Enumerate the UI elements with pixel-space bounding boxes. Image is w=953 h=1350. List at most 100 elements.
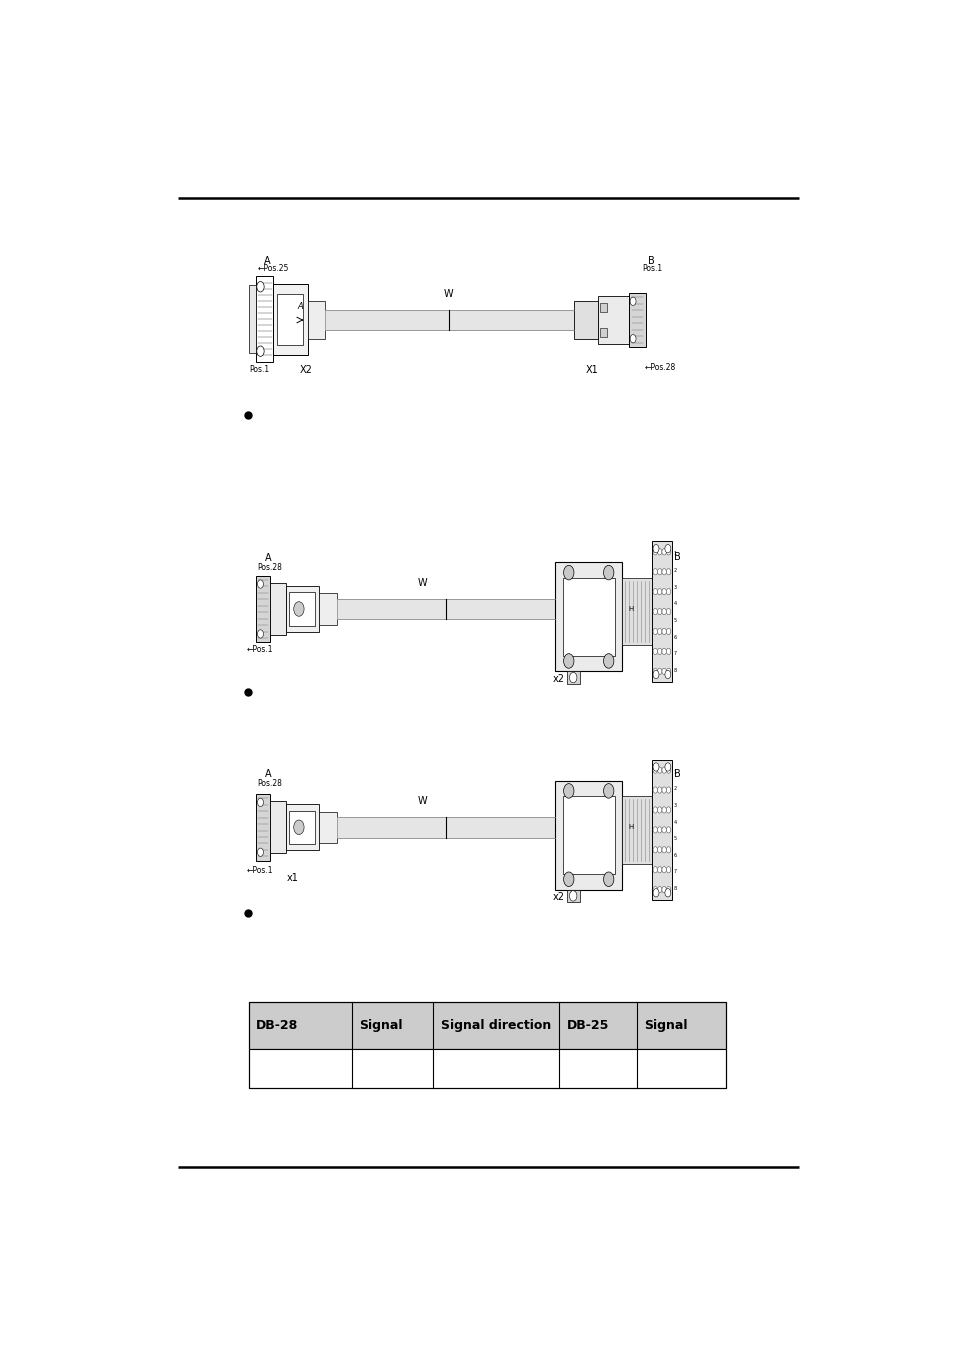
Text: 5: 5 [673, 836, 677, 841]
Bar [255, 794, 270, 860]
Bar [249, 285, 255, 354]
Circle shape [661, 767, 665, 774]
Text: W: W [417, 578, 427, 589]
Text: 4: 4 [673, 601, 677, 606]
Bar [651, 760, 672, 900]
Circle shape [257, 848, 263, 856]
Text: x1: x1 [287, 873, 298, 883]
Circle shape [653, 767, 657, 774]
Circle shape [257, 580, 263, 589]
Circle shape [661, 867, 665, 873]
Circle shape [603, 566, 613, 580]
Circle shape [630, 335, 636, 343]
Circle shape [657, 767, 661, 774]
Circle shape [661, 628, 665, 634]
Circle shape [666, 807, 670, 813]
Bar [337, 817, 555, 837]
Bar [324, 309, 574, 331]
Circle shape [294, 602, 304, 616]
Circle shape [294, 819, 304, 834]
Circle shape [666, 668, 670, 675]
Text: 1: 1 [673, 769, 677, 775]
Bar [555, 562, 621, 671]
Circle shape [563, 783, 574, 798]
Text: ←Pos.1: ←Pos.1 [246, 865, 273, 875]
Circle shape [657, 589, 661, 595]
Bar [255, 277, 273, 362]
Text: DB-25: DB-25 [566, 1019, 608, 1031]
Text: Pos.28: Pos.28 [257, 563, 282, 571]
Bar [318, 811, 337, 842]
Circle shape [666, 589, 670, 595]
Text: A: A [265, 769, 272, 779]
Text: x2: x2 [553, 892, 564, 902]
Circle shape [653, 568, 657, 575]
Circle shape [653, 589, 657, 595]
Text: 6: 6 [673, 634, 677, 640]
Circle shape [657, 826, 661, 833]
Circle shape [661, 589, 665, 595]
Text: 8: 8 [673, 886, 677, 891]
Circle shape [664, 763, 670, 771]
Text: 4: 4 [673, 819, 677, 825]
Text: 8: 8 [673, 668, 677, 672]
Text: x2: x2 [553, 675, 564, 684]
Circle shape [666, 568, 670, 575]
Circle shape [666, 846, 670, 853]
Circle shape [664, 544, 670, 554]
Text: 2: 2 [673, 786, 677, 791]
Circle shape [653, 548, 657, 555]
Circle shape [657, 648, 661, 655]
Bar [285, 586, 318, 632]
Circle shape [666, 826, 670, 833]
Bar [599, 328, 606, 336]
Circle shape [666, 648, 670, 655]
Bar [621, 796, 651, 864]
Circle shape [666, 887, 670, 892]
Circle shape [653, 671, 659, 679]
Bar [598, 296, 629, 344]
Circle shape [653, 826, 657, 833]
Circle shape [563, 566, 574, 580]
Circle shape [661, 548, 665, 555]
Circle shape [657, 787, 661, 794]
Bar [555, 780, 621, 890]
Text: Signal direction: Signal direction [440, 1019, 551, 1031]
Text: Signal: Signal [643, 1019, 687, 1031]
Bar [566, 890, 579, 902]
Circle shape [657, 609, 661, 614]
Bar [337, 598, 555, 620]
Text: 3: 3 [673, 585, 677, 590]
Circle shape [603, 783, 613, 798]
Circle shape [257, 630, 263, 639]
Circle shape [657, 867, 661, 873]
Circle shape [666, 609, 670, 614]
Text: 3: 3 [673, 803, 677, 807]
Bar [308, 301, 324, 339]
Circle shape [653, 628, 657, 634]
Circle shape [653, 888, 659, 896]
Circle shape [653, 846, 657, 853]
Circle shape [661, 568, 665, 575]
Bar [249, 1002, 724, 1088]
Circle shape [657, 668, 661, 675]
Bar [651, 541, 672, 682]
Text: A: A [265, 554, 272, 563]
Circle shape [661, 807, 665, 813]
Circle shape [666, 787, 670, 794]
Circle shape [661, 826, 665, 833]
Circle shape [657, 628, 661, 634]
Text: ←Pos.1: ←Pos.1 [246, 645, 273, 655]
Circle shape [653, 867, 657, 873]
Circle shape [653, 887, 657, 892]
Circle shape [603, 872, 613, 887]
Text: X1: X1 [585, 364, 598, 375]
Text: A: A [263, 256, 270, 266]
Bar [249, 1049, 724, 1088]
Text: X2: X2 [299, 364, 313, 375]
Text: 5: 5 [673, 618, 677, 622]
Circle shape [666, 867, 670, 873]
Bar [285, 805, 318, 850]
Bar [255, 575, 270, 643]
Bar [574, 301, 598, 339]
